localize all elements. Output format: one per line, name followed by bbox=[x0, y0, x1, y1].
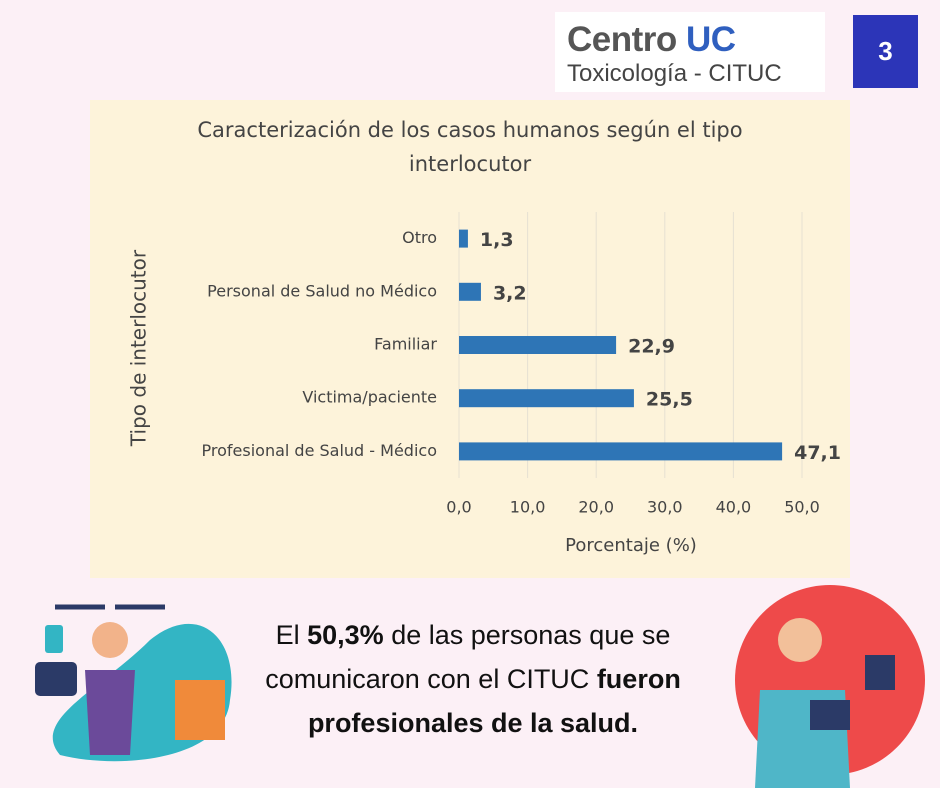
value-label: 3,2 bbox=[493, 282, 527, 304]
page-number: 3 bbox=[853, 15, 918, 88]
machine bbox=[175, 680, 225, 740]
caption-text: El bbox=[275, 620, 308, 650]
head bbox=[92, 622, 128, 658]
chart-title: interlocutor bbox=[409, 152, 532, 176]
bar bbox=[459, 282, 481, 301]
logo-subtitle: Toxicología - CITUC bbox=[567, 60, 782, 87]
x-tick-label: 20,0 bbox=[578, 498, 614, 517]
x-tick-label: 40,0 bbox=[716, 498, 752, 517]
x-tick-label: 30,0 bbox=[647, 498, 683, 517]
y-tick-label: Victima/paciente bbox=[302, 388, 437, 407]
bottle bbox=[45, 625, 63, 653]
x-axis-label: Porcentaje (%) bbox=[565, 535, 697, 556]
value-label: 1,3 bbox=[480, 229, 514, 251]
y-tick-label: Familiar bbox=[374, 335, 437, 354]
y-tick-label: Otro bbox=[402, 228, 437, 247]
logo-title: Centro UC bbox=[567, 20, 736, 60]
logo-word: UC bbox=[686, 20, 736, 59]
logo-word: Centro bbox=[567, 20, 677, 59]
caption-bold: fueron profesionales de la salud. bbox=[307, 664, 681, 738]
y-axis-label: Tipo de interlocutor bbox=[127, 249, 151, 447]
value-label: 25,5 bbox=[646, 389, 693, 411]
monitor bbox=[865, 655, 895, 690]
x-tick-label: 0,0 bbox=[446, 498, 471, 517]
chart-title: Caracterización de los casos humanos seg… bbox=[197, 118, 742, 142]
medkit bbox=[35, 662, 77, 696]
x-tick-label: 50,0 bbox=[784, 498, 820, 517]
value-label: 47,1 bbox=[794, 442, 841, 464]
logo: Centro UC Toxicología - CITUC bbox=[555, 12, 825, 92]
x-tick-label: 10,0 bbox=[510, 498, 546, 517]
clipboard bbox=[810, 700, 850, 730]
bar bbox=[459, 336, 617, 354]
chart: Caracterización de los casos humanos seg… bbox=[90, 100, 850, 578]
y-tick-label: Profesional de Salud - Médico bbox=[202, 441, 437, 460]
caption: El 50,3% de las personas que se comunica… bbox=[233, 613, 713, 745]
nurse-head bbox=[778, 618, 822, 662]
caption-bold: 50,3% bbox=[307, 620, 384, 650]
bar bbox=[459, 442, 783, 461]
doctor-body bbox=[85, 670, 135, 755]
bar bbox=[459, 389, 634, 408]
caption-text: de las personas que se comunicaron con e… bbox=[265, 620, 671, 694]
bar bbox=[459, 229, 468, 248]
y-tick-label: Personal de Salud no Médico bbox=[207, 281, 437, 300]
value-label: 22,9 bbox=[628, 336, 675, 358]
